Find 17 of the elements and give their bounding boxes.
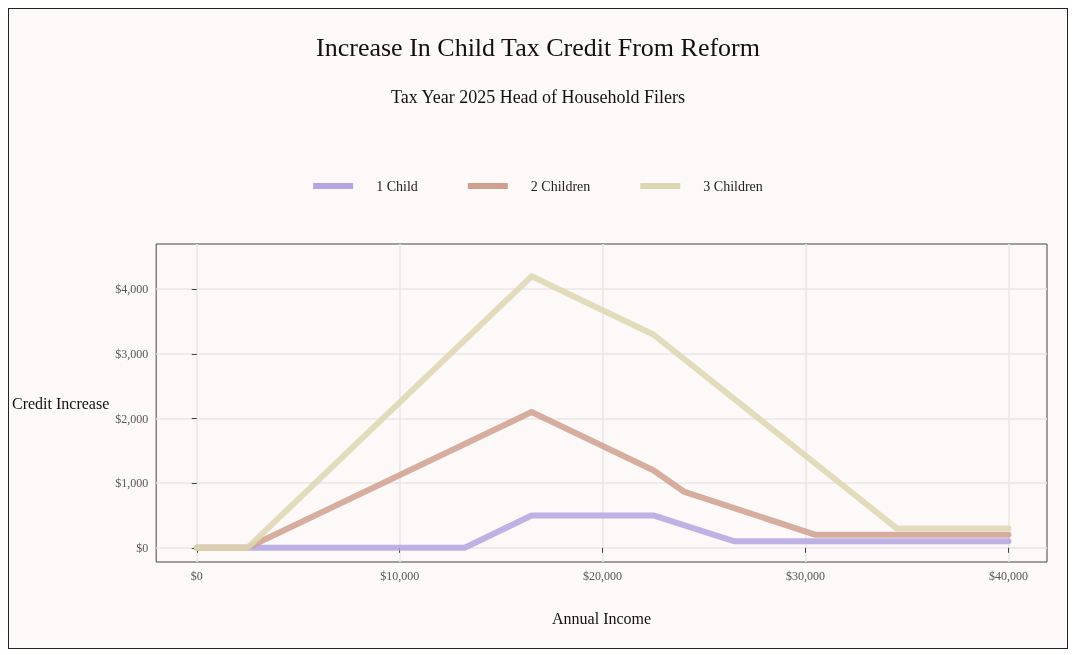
y-tick-label: $0 xyxy=(136,540,149,555)
chart-title: Increase In Child Tax Credit From Reform xyxy=(316,32,760,62)
y-tick-label: $1,000 xyxy=(115,476,149,491)
legend-label: 1 Child xyxy=(376,178,418,194)
x-tick-label: $10,000 xyxy=(380,569,420,583)
x-axis-title: Annual Income xyxy=(552,609,652,627)
y-tick-label: $2,000 xyxy=(115,411,149,426)
chart-subtitle: Tax Year 2025 Head of Household Filers xyxy=(390,87,686,107)
x-tick-label: $20,000 xyxy=(583,569,623,583)
y-tick-label: $4,000 xyxy=(115,282,149,297)
x-tick-label: $0 xyxy=(190,569,203,583)
y-tick-label: $3,000 xyxy=(115,346,149,361)
x-tick-label: $40,000 xyxy=(988,569,1028,583)
y-axis-title: Credit Increase xyxy=(12,394,110,412)
x-tick-label: $30,000 xyxy=(786,569,826,583)
legend-label: 2 Children xyxy=(530,178,591,194)
legend-label: 3 Children xyxy=(703,178,763,194)
